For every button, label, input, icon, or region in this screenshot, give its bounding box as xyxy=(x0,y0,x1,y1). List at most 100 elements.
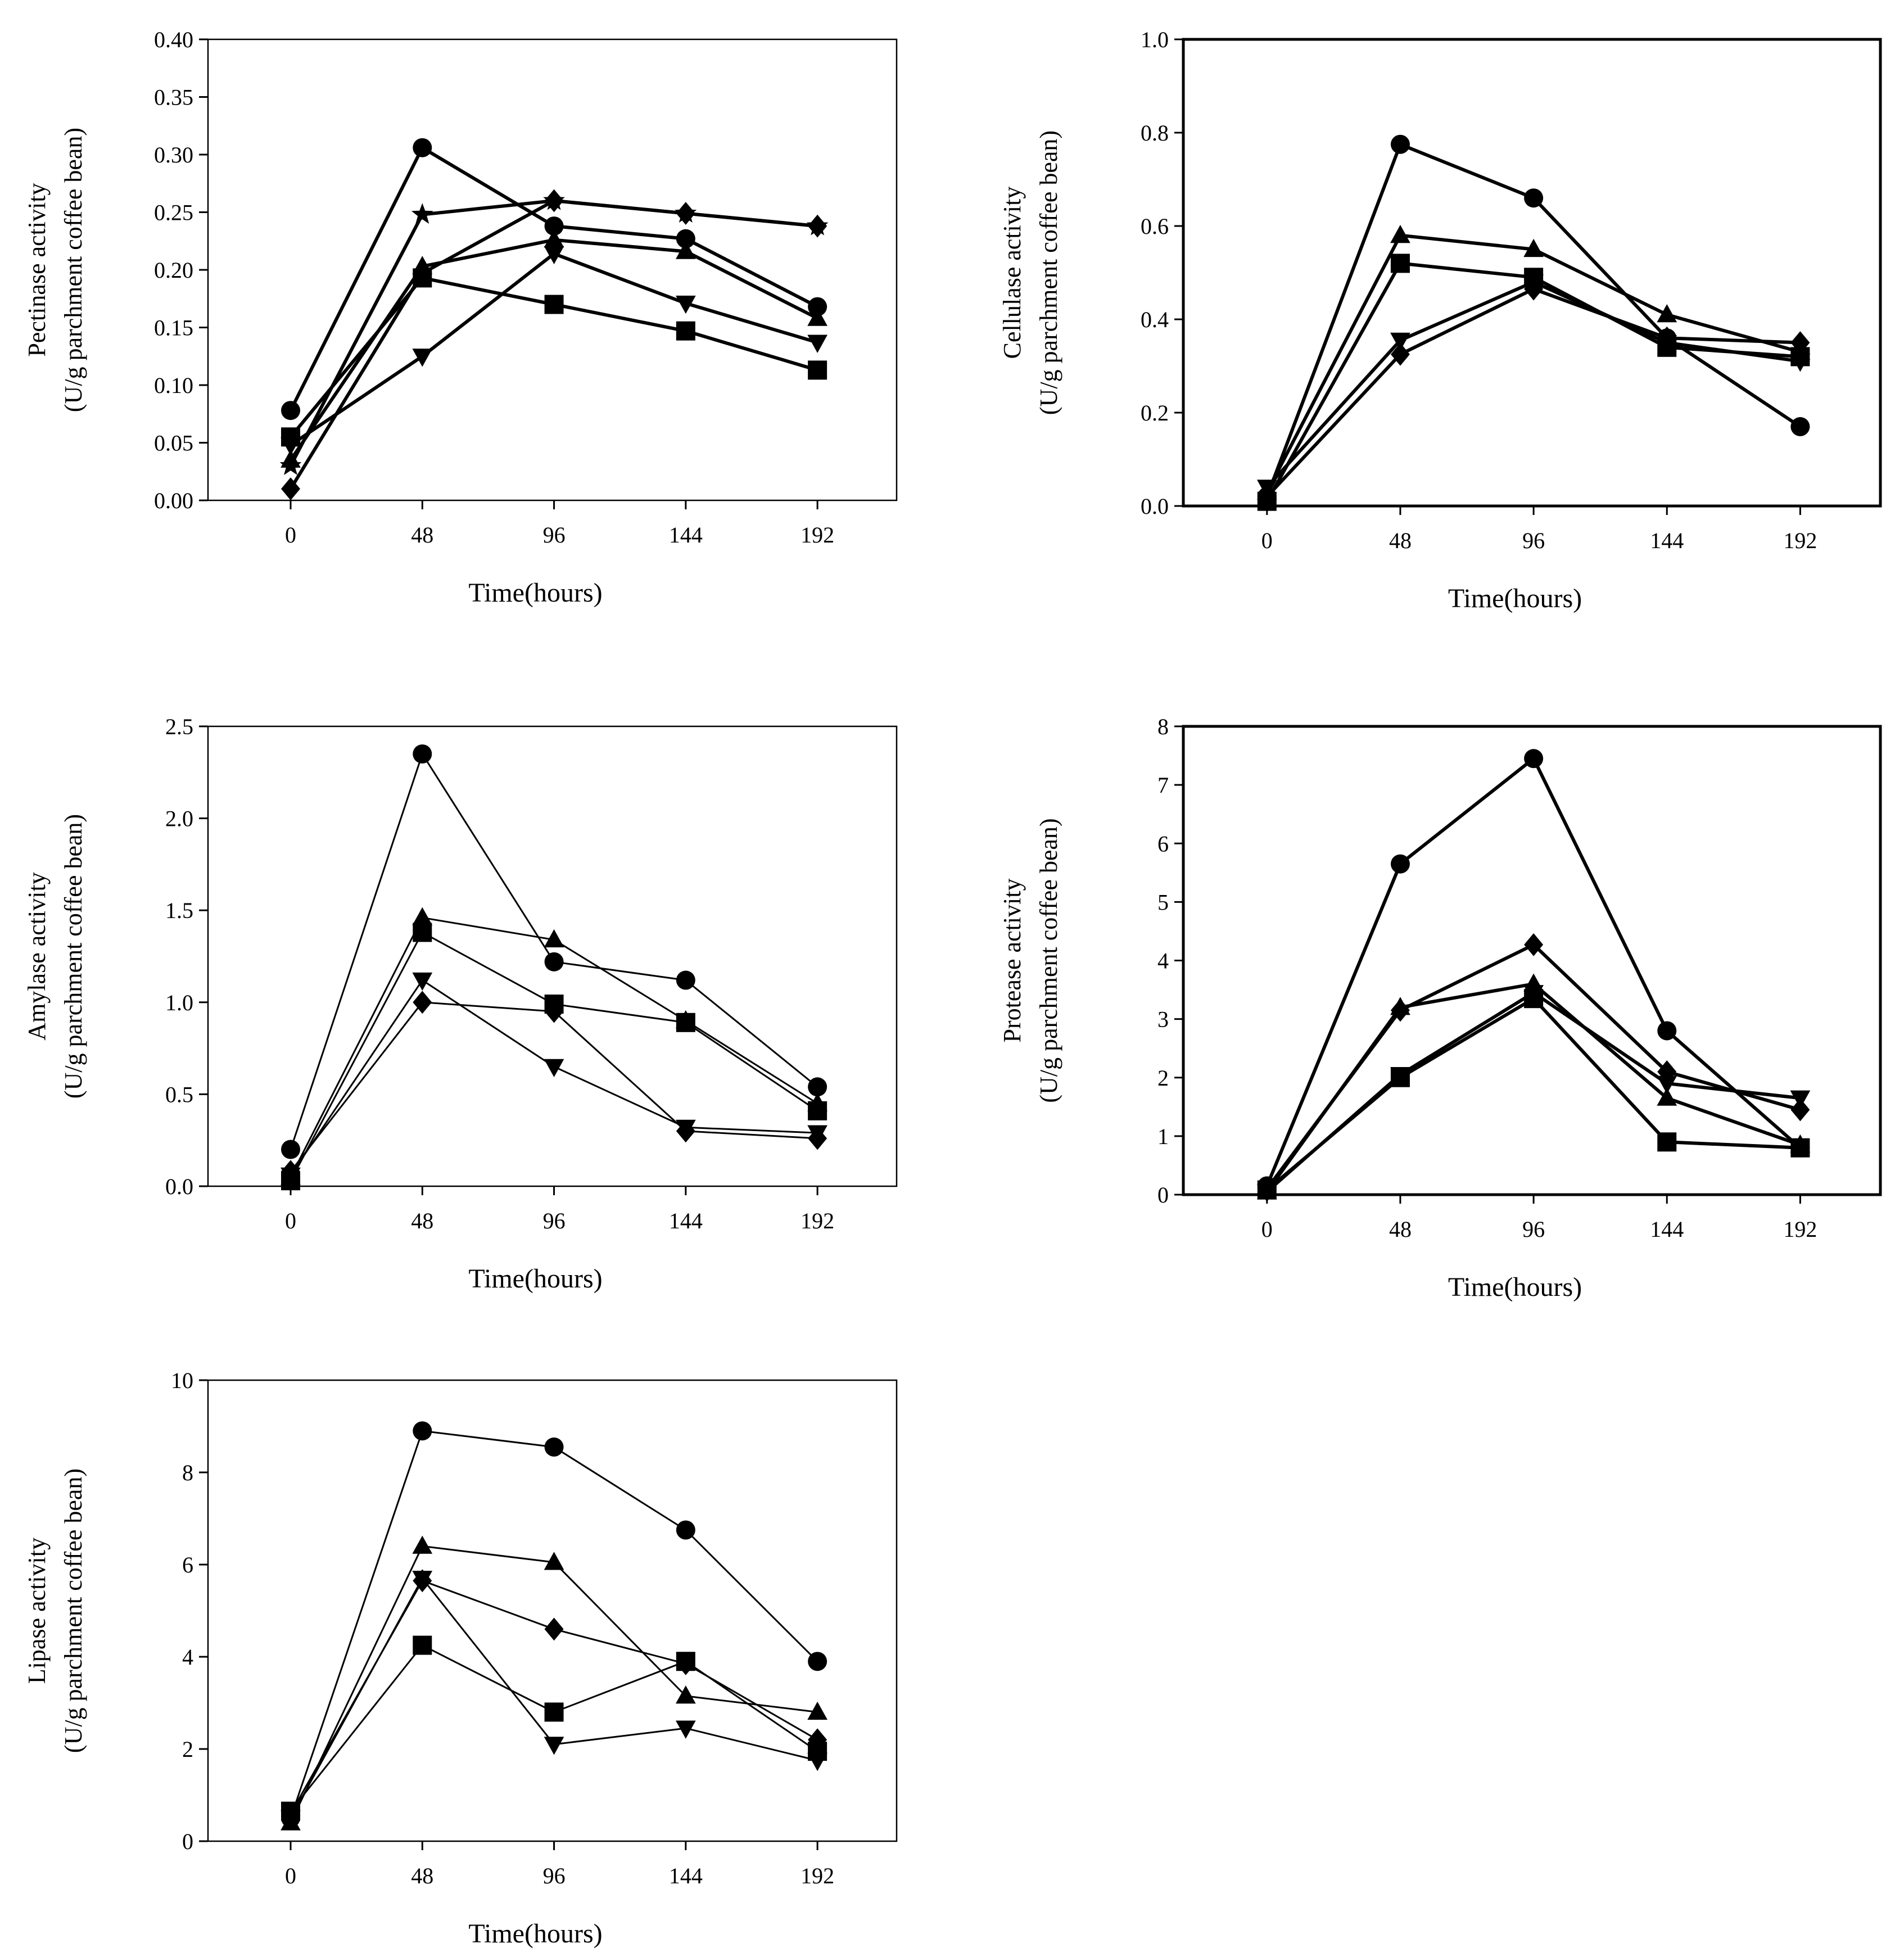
data-point-diamond xyxy=(1790,1098,1810,1122)
plot-frame xyxy=(1182,38,1882,508)
data-point-triangle-up xyxy=(1390,224,1410,243)
data-point-circle xyxy=(1790,417,1810,436)
data-point-square xyxy=(544,295,564,314)
data-point-square xyxy=(1524,989,1544,1009)
data-point-circle xyxy=(1524,749,1544,769)
series-line-triangle-down xyxy=(1265,280,1801,489)
y-tick-label: 0.6 xyxy=(1141,214,1169,239)
data-point-triangle-down xyxy=(1390,332,1410,351)
data-point-diamond xyxy=(544,1000,564,1023)
data-point-triangle-up xyxy=(412,907,433,925)
x-tick-label: 96 xyxy=(543,1863,566,1888)
data-point-diamond xyxy=(544,1617,564,1641)
data-point-circle xyxy=(413,1421,432,1441)
data-point-triangle-down xyxy=(281,437,301,456)
x-tick-label: 192 xyxy=(1783,1217,1817,1242)
data-point-diamond xyxy=(1657,326,1677,350)
x-tick-label: 48 xyxy=(1389,1217,1412,1242)
y-tick-label: 0 xyxy=(1157,1182,1169,1208)
data-point-triangle-down xyxy=(675,295,696,314)
y-tick-label: 1.5 xyxy=(165,898,193,923)
data-point-triangle-down xyxy=(675,1720,696,1739)
series-line-triangle-down xyxy=(290,252,818,447)
series-line-circle xyxy=(290,753,818,1150)
y-tick-label: 0.00 xyxy=(154,488,193,513)
x-tick-label: 96 xyxy=(1522,528,1545,553)
data-point-triangle-up xyxy=(1657,304,1677,323)
data-point-circle xyxy=(1524,188,1544,208)
y-axis-subtitle: (U/g parchment coffee bean) xyxy=(1035,818,1062,1102)
data-point-triangle-up xyxy=(1523,238,1544,257)
data-point-triangle-up xyxy=(412,1535,433,1554)
data-point-diamond xyxy=(413,261,432,285)
x-tick-label: 96 xyxy=(543,1208,566,1233)
data-point-square xyxy=(676,1013,695,1032)
y-tick-label: 6 xyxy=(1157,831,1169,856)
data-point-square xyxy=(1390,1068,1410,1087)
y-tick-label: 10 xyxy=(171,1368,193,1393)
data-point-triangle-down xyxy=(412,972,433,991)
data-point-star xyxy=(543,189,565,210)
y-tick-label: 0.25 xyxy=(154,200,193,225)
x-axis-title: Time(hours) xyxy=(468,1264,602,1294)
x-tick-label: 144 xyxy=(669,1208,703,1233)
data-point-triangle-down xyxy=(1657,1075,1677,1094)
y-tick-label: 0.2 xyxy=(1141,400,1169,426)
data-point-circle xyxy=(544,952,564,971)
y-axis-subtitle: (U/g parchment coffee bean) xyxy=(60,1468,87,1753)
data-point-square xyxy=(281,1801,300,1821)
data-point-triangle-up xyxy=(544,229,564,248)
x-tick-label: 96 xyxy=(1522,1217,1545,1242)
y-axis-subtitle: (U/g parchment coffee bean) xyxy=(60,128,87,412)
y-tick-label: 0.20 xyxy=(154,257,193,283)
y-tick-label: 1 xyxy=(1157,1124,1169,1149)
x-tick-label: 48 xyxy=(1389,528,1412,553)
data-point-square xyxy=(1390,254,1410,273)
data-point-diamond xyxy=(808,1127,827,1150)
data-point-triangle-up xyxy=(675,241,696,259)
data-point-star xyxy=(806,214,829,236)
y-tick-label: 0.4 xyxy=(1141,307,1169,332)
data-point-triangle-up xyxy=(807,308,827,326)
data-point-triangle-up xyxy=(1390,997,1410,1015)
y-tick-label: 0.0 xyxy=(1141,494,1169,519)
y-axis-title: Cellulase activity xyxy=(998,187,1026,359)
y-tick-label: 0.35 xyxy=(154,85,193,110)
data-point-square xyxy=(1257,1180,1277,1200)
x-tick-label: 144 xyxy=(669,522,703,548)
x-tick-label: 144 xyxy=(1650,528,1684,553)
y-tick-label: 8 xyxy=(1157,714,1169,739)
x-tick-label: 192 xyxy=(801,522,834,548)
x-axis-title: Time(hours) xyxy=(1448,584,1582,613)
data-point-circle xyxy=(281,1140,300,1159)
data-point-triangle-down xyxy=(544,246,564,264)
data-point-square xyxy=(676,321,695,341)
data-point-circle xyxy=(413,744,432,764)
x-tick-label: 192 xyxy=(801,1863,834,1888)
y-tick-label: 7 xyxy=(1157,772,1169,798)
y-axis-title: Lipase activity xyxy=(23,1538,51,1684)
y-tick-label: 2.5 xyxy=(165,714,193,739)
data-point-diamond xyxy=(1390,342,1410,366)
data-point-diamond xyxy=(1524,277,1544,301)
y-axis-subtitle: (U/g parchment coffee bean) xyxy=(1035,130,1062,415)
data-point-diamond xyxy=(281,1160,300,1183)
series-line-triangle-down xyxy=(1265,991,1801,1194)
data-point-triangle-down xyxy=(544,1059,564,1078)
data-point-circle xyxy=(544,1437,564,1457)
x-tick-label: 144 xyxy=(1650,1217,1684,1242)
y-tick-label: 0.0 xyxy=(165,1174,193,1199)
y-tick-label: 4 xyxy=(182,1644,193,1670)
x-axis-title: Time(hours) xyxy=(468,578,602,608)
data-point-square xyxy=(1657,1132,1677,1152)
data-point-circle xyxy=(413,138,432,157)
x-tick-label: 192 xyxy=(1783,528,1817,553)
y-tick-label: 3 xyxy=(1157,1007,1169,1032)
y-tick-label: 0.30 xyxy=(154,142,193,168)
y-tick-label: 0.5 xyxy=(165,1082,193,1107)
data-point-triangle-down xyxy=(412,1571,433,1589)
x-tick-label: 144 xyxy=(669,1863,703,1888)
y-tick-label: 5 xyxy=(1157,889,1169,915)
series-line-diamond xyxy=(290,1001,818,1172)
data-point-diamond xyxy=(1657,1060,1677,1083)
